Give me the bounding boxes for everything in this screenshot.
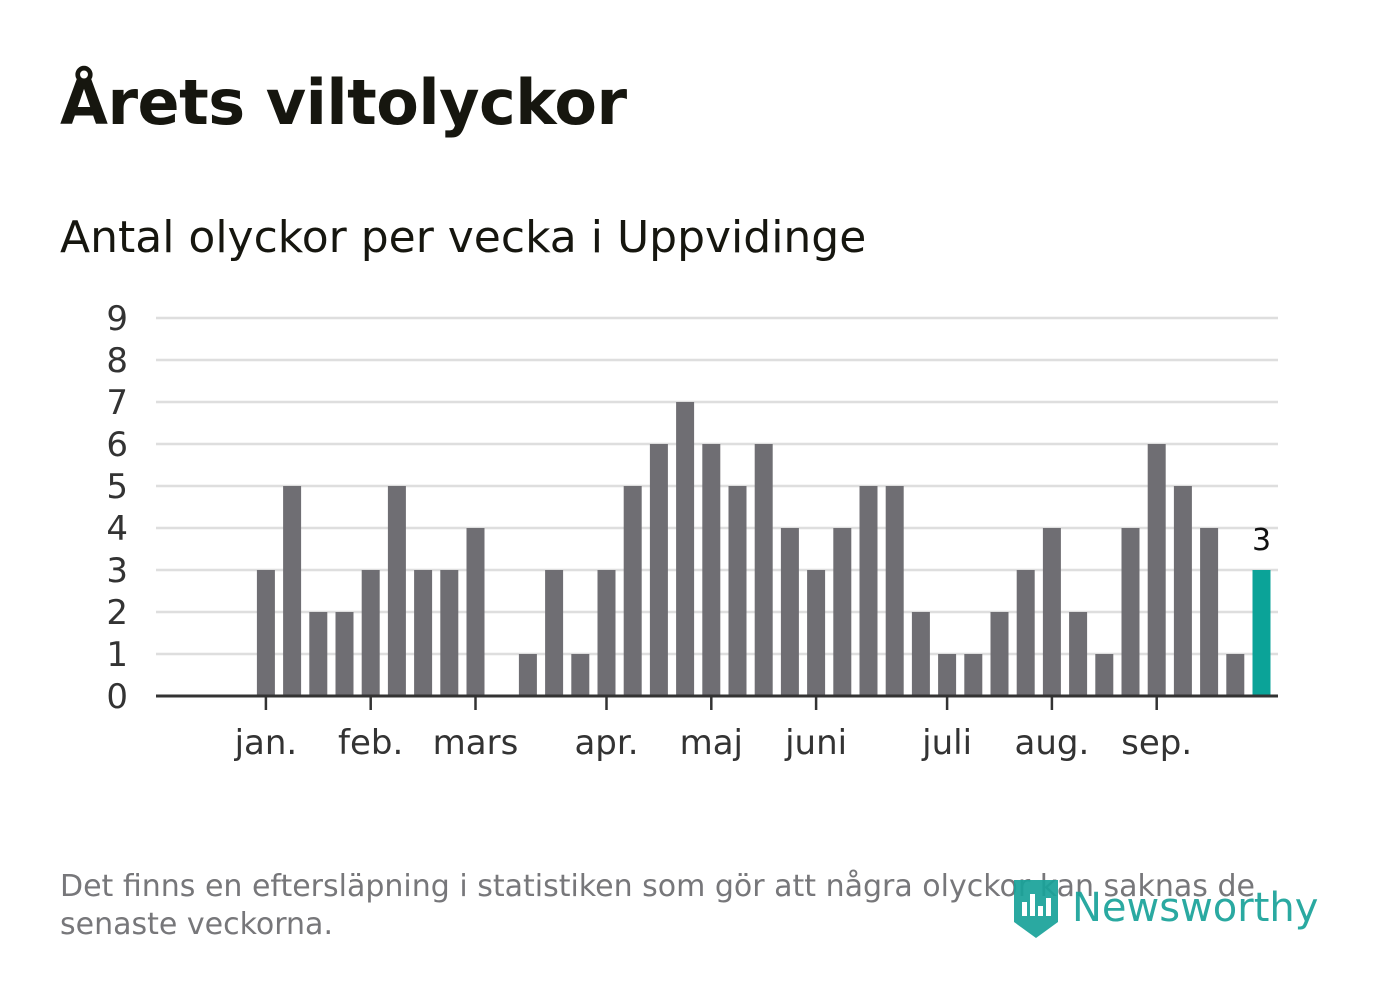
x-axis-ticks: jan. feb. mars apr. maj juni juli aug. sep.: [234, 696, 1192, 763]
bar: [728, 486, 747, 696]
bar: [807, 570, 826, 696]
bar: [964, 654, 983, 696]
y-tick-label: 1: [106, 635, 128, 675]
bar-highlight: [1252, 570, 1271, 696]
bar: [309, 612, 328, 696]
x-tick-label: juni: [784, 723, 847, 763]
y-tick-label: 8: [106, 341, 128, 381]
bar: [859, 486, 878, 696]
bar: [990, 612, 1009, 696]
bar: [283, 486, 302, 696]
bar: [1095, 654, 1114, 696]
bar: [597, 570, 616, 696]
bar: [571, 654, 590, 696]
y-tick-label: 6: [106, 425, 128, 465]
bar: [387, 486, 406, 696]
bar: [938, 654, 957, 696]
y-tick-label: 7: [106, 383, 128, 423]
bar: [911, 612, 930, 696]
newsworthy-logo-icon: [1014, 880, 1058, 938]
bar: [649, 444, 668, 696]
y-tick-label: 5: [106, 467, 128, 507]
bar: [361, 570, 380, 696]
x-tick-label: mars: [433, 723, 519, 763]
y-tick-label: 3: [106, 551, 128, 591]
x-tick-label: aug.: [1015, 723, 1090, 763]
bar: [702, 444, 721, 696]
y-tick-label: 0: [106, 677, 128, 717]
brand-name: Newsworthy: [1072, 885, 1319, 931]
bar: [1016, 570, 1035, 696]
bar: [414, 570, 433, 696]
bar: [833, 528, 852, 696]
bar: [440, 570, 459, 696]
bar: [623, 486, 642, 696]
bar: [545, 570, 564, 696]
bar: [1121, 528, 1140, 696]
x-tick-label: apr.: [574, 723, 638, 763]
x-tick-label: maj: [680, 723, 743, 763]
x-tick-label: sep.: [1121, 723, 1192, 763]
data-labels: 3: [1252, 523, 1271, 558]
bar: [1042, 528, 1061, 696]
chart-title: Årets viltolyckor: [60, 66, 627, 139]
bar: [1200, 528, 1219, 696]
highlight-value-label: 3: [1252, 523, 1271, 558]
bars: [256, 402, 1271, 696]
chart-subtitle: Antal olyckor per vecka i Uppvidinge: [60, 212, 867, 263]
bar: [1147, 444, 1166, 696]
bar: [256, 570, 275, 696]
bar: [754, 444, 773, 696]
bar: [676, 402, 695, 696]
bar: [780, 528, 799, 696]
bar: [1173, 486, 1192, 696]
bar: [1069, 612, 1088, 696]
bar: [518, 654, 537, 696]
bar: [1226, 654, 1245, 696]
bar: [885, 486, 904, 696]
x-tick-label: feb.: [338, 723, 403, 763]
brand-logo: Newsworthy: [1010, 876, 1318, 940]
y-tick-label: 4: [106, 509, 128, 549]
bar: [466, 528, 485, 696]
x-tick-label: jan.: [234, 723, 298, 763]
y-tick-label: 2: [106, 593, 128, 633]
y-tick-label: 9: [106, 299, 128, 339]
bar: [335, 612, 354, 696]
x-tick-label: juli: [921, 723, 972, 763]
